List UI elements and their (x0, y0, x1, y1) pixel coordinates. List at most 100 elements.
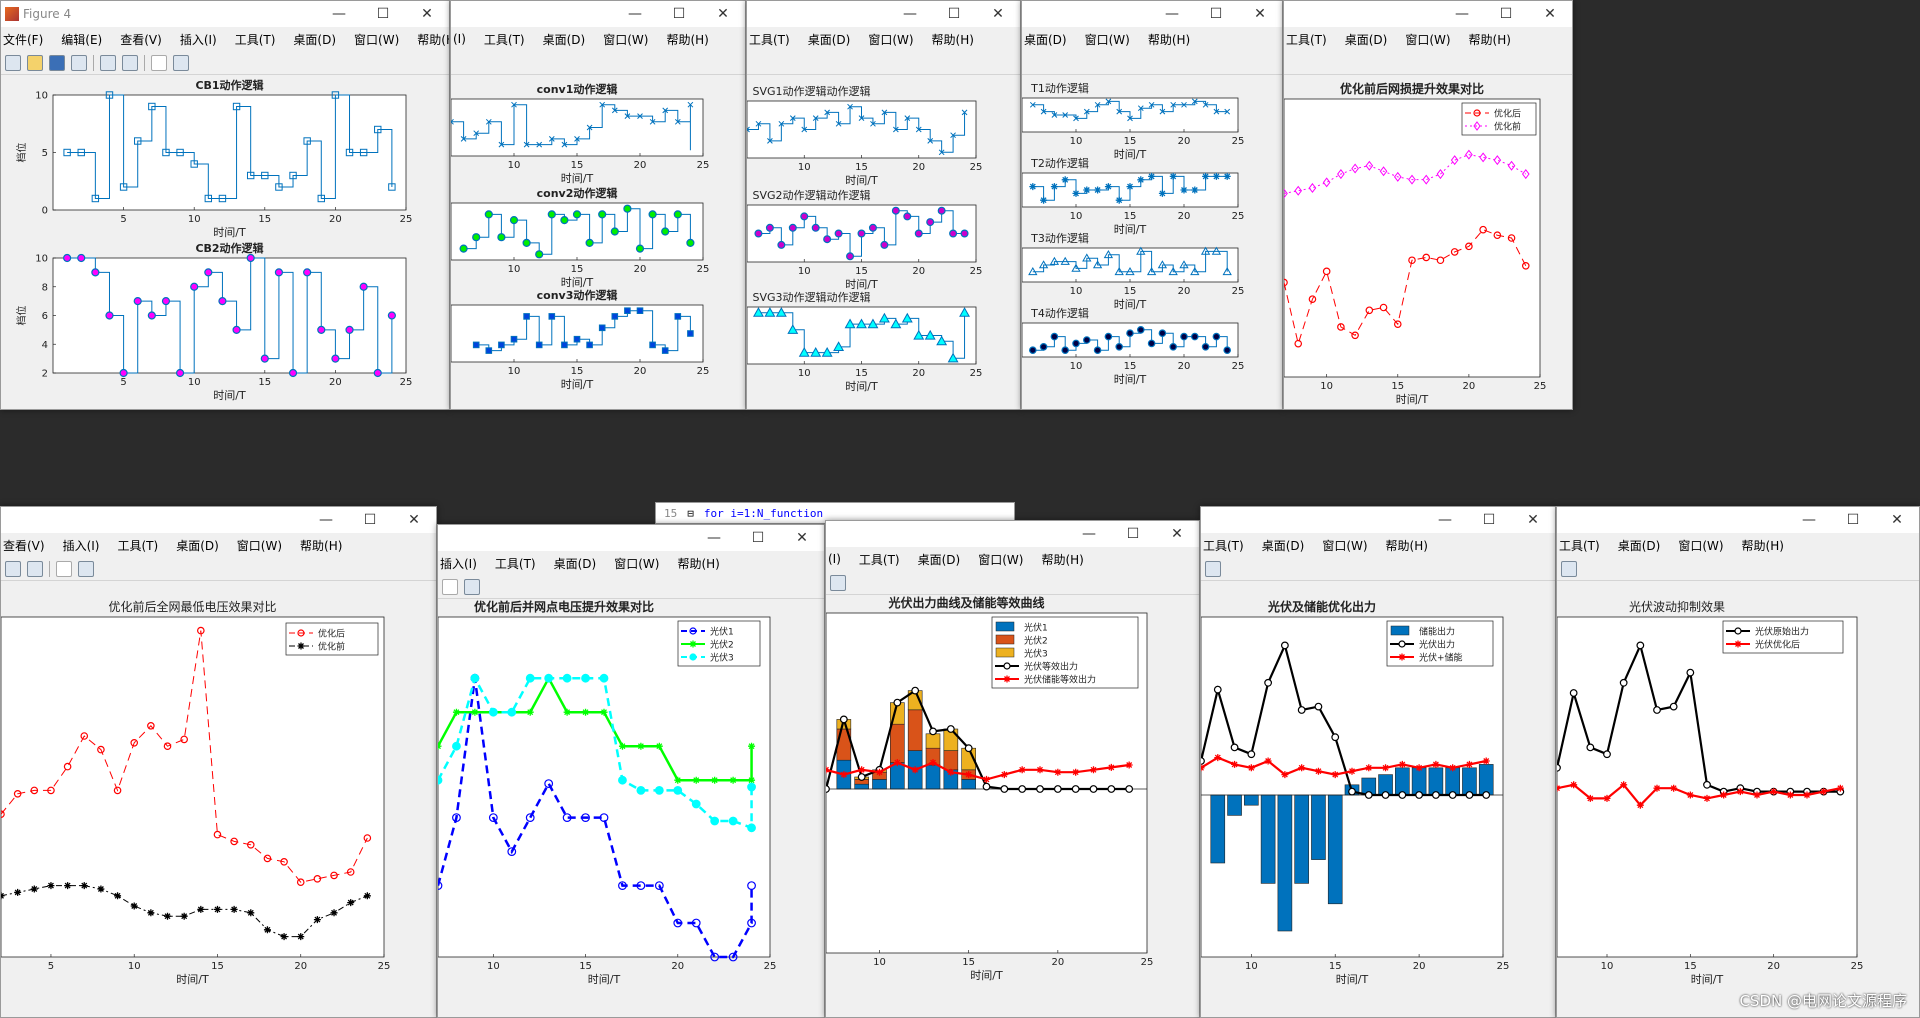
menu-window[interactable]: 窗口(W) (978, 552, 1024, 567)
close-button[interactable]: ✕ (421, 6, 433, 22)
menu-tools[interactable]: 工具(T) (749, 32, 790, 47)
minimize-button[interactable]: — (903, 6, 917, 22)
minimize-button[interactable]: — (707, 530, 721, 546)
maximize-button[interactable]: ☐ (1846, 512, 1860, 528)
pointer-icon[interactable] (151, 54, 167, 71)
close-button[interactable]: ✕ (408, 512, 420, 528)
menu-help[interactable]: 帮助(H) (1041, 552, 1084, 567)
insert-legend-icon[interactable] (122, 54, 138, 71)
menu-desktop[interactable]: 桌面(D) (917, 552, 961, 567)
storage-titlebar[interactable]: — ☐ ✕ (1201, 507, 1555, 533)
pvcurve-titlebar[interactable]: — ☐ ✕ (826, 521, 1199, 547)
close-button[interactable]: ✕ (1254, 6, 1266, 22)
menu-desktop[interactable]: 桌面(D) (1261, 538, 1305, 553)
maximize-button[interactable]: ☐ (1126, 526, 1140, 542)
close-button[interactable]: ✕ (1171, 526, 1183, 542)
minv-window[interactable]: — ☐ ✕ 查看(V) 插入(I) 工具(T) 桌面(D) 窗口(W) 帮助(H… (0, 506, 437, 1018)
menu-window[interactable]: 窗口(W) (614, 556, 660, 571)
minimize-button[interactable]: — (332, 6, 346, 22)
menu-edit[interactable]: 编辑(E) (61, 32, 103, 47)
close-button[interactable]: ✕ (796, 530, 808, 546)
menu-window[interactable]: 窗口(W) (1322, 538, 1368, 553)
property-editor-icon[interactable] (830, 574, 846, 591)
maximize-button[interactable]: ☐ (1482, 512, 1496, 528)
menu-tools[interactable]: 工具(T) (117, 538, 159, 553)
property-editor-icon[interactable] (1205, 560, 1221, 577)
menu-window[interactable]: 窗口(W) (868, 32, 914, 47)
minimize-button[interactable]: — (319, 512, 333, 528)
menu-help[interactable]: 帮助(H) (931, 32, 974, 47)
property-editor-icon[interactable] (78, 560, 94, 577)
minimize-button[interactable]: — (1455, 6, 1469, 22)
menu-tools[interactable]: 工具(T) (1286, 32, 1327, 47)
minv-titlebar[interactable]: — ☐ ✕ (1, 507, 436, 533)
minimize-button[interactable]: — (1082, 526, 1096, 542)
menu-window[interactable]: 窗口(W) (603, 32, 649, 47)
close-button[interactable]: ✕ (1544, 6, 1556, 22)
maximize-button[interactable]: ☐ (376, 6, 390, 22)
menu-help[interactable]: 帮助(H) (666, 32, 709, 47)
storage-window[interactable]: — ☐ ✕ 工具(T) 桌面(D) 窗口(W) 帮助(H) 光伏及储能优化出力 1… (1200, 506, 1556, 1018)
close-button[interactable]: ✕ (1527, 512, 1539, 528)
t-titlebar[interactable]: — ☐ ✕ (1022, 1, 1282, 27)
svg-titlebar[interactable]: — ☐ ✕ (747, 1, 1020, 27)
maximize-button[interactable]: ☐ (751, 530, 765, 546)
menu-insert[interactable]: 插入(I) (179, 32, 217, 47)
menu-desktop[interactable]: 桌面(D) (1344, 32, 1388, 47)
menu-help[interactable]: 帮助(H) (1385, 538, 1428, 553)
menu-help[interactable]: 帮助(H) (300, 538, 343, 553)
menu-tools[interactable]: 工具(T) (483, 32, 525, 47)
conv-titlebar[interactable]: — ☐ ✕ (451, 1, 745, 27)
close-button[interactable]: ✕ (1891, 512, 1903, 528)
loss-titlebar[interactable]: — ☐ ✕ (1284, 1, 1572, 27)
property-editor-icon[interactable] (173, 54, 189, 71)
menu-insert[interactable]: (I) (828, 552, 841, 566)
pvcurve-window[interactable]: — ☐ ✕ (I) 工具(T) 桌面(D) 窗口(W) 帮助(H) 光伏出力曲线… (825, 520, 1200, 1018)
menu-help[interactable]: 帮助(H) (1468, 32, 1511, 47)
maximize-button[interactable]: ☐ (1209, 6, 1223, 22)
menu-desktop[interactable]: 桌面(D) (1024, 32, 1067, 47)
fluct-titlebar[interactable]: — ☐ ✕ (1557, 507, 1919, 533)
menu-help[interactable]: 帮助(H) (1147, 32, 1191, 47)
link-plot-icon[interactable] (100, 54, 116, 71)
menu-view[interactable]: 查看(V) (3, 538, 45, 553)
fold-icon[interactable]: ⊟ (687, 506, 694, 520)
minimize-button[interactable]: — (628, 6, 642, 22)
menu-window[interactable]: 窗口(W) (236, 538, 283, 553)
new-figure-icon[interactable] (5, 54, 21, 71)
close-button[interactable]: ✕ (717, 6, 729, 22)
menu-help[interactable]: 帮助(H) (1741, 538, 1784, 553)
menu-window[interactable]: 窗口(W) (1084, 32, 1130, 47)
maximize-button[interactable]: ☐ (947, 6, 961, 22)
t-window[interactable]: — ☐ ✕ 桌面(D) 窗口(W) 帮助(H) T1动作逻辑 10 15 20 25 时间… (1021, 0, 1283, 410)
pointer-icon[interactable] (442, 578, 458, 595)
menu-insert[interactable]: (I) (453, 32, 466, 46)
code-line[interactable]: for i=1:N_function (703, 506, 824, 520)
menu-help[interactable]: 帮助(H) (417, 32, 449, 47)
save-icon[interactable] (49, 54, 65, 71)
menu-tools[interactable]: 工具(T) (234, 32, 276, 47)
maximize-button[interactable]: ☐ (1499, 6, 1513, 22)
close-button[interactable]: ✕ (992, 6, 1004, 22)
pointer-icon[interactable] (56, 560, 72, 577)
open-folder-icon[interactable] (27, 54, 43, 71)
property-editor-icon[interactable] (464, 578, 480, 595)
figure4-window[interactable]: Figure 4 — ☐ ✕ 文件(F) 编辑(E) 查看(V) 插入(I) 工… (0, 0, 450, 410)
conv-window[interactable]: — ☐ ✕ (I) 工具(T) 桌面(D) 窗口(W) 帮助(H) conv1动… (450, 0, 746, 410)
pcc-window[interactable]: — ☐ ✕ 插入(I) 工具(T) 桌面(D) 窗口(W) 帮助(H) 优化前后… (437, 524, 825, 1018)
menu-window[interactable]: 窗口(W) (354, 32, 400, 47)
menu-window[interactable]: 窗口(W) (1678, 538, 1724, 553)
menu-desktop[interactable]: 桌面(D) (807, 32, 851, 47)
pcc-titlebar[interactable]: — ☐ ✕ (438, 525, 824, 551)
link-plot-icon[interactable] (5, 560, 21, 577)
property-editor-icon[interactable] (1561, 560, 1577, 577)
minimize-button[interactable]: — (1802, 512, 1816, 528)
maximize-button[interactable]: ☐ (363, 512, 377, 528)
menu-desktop[interactable]: 桌面(D) (293, 32, 337, 47)
svg-window[interactable]: — ☐ ✕ 工具(T) 桌面(D) 窗口(W) 帮助(H) SVG1动作逻辑动作… (746, 0, 1021, 410)
maximize-button[interactable]: ☐ (672, 6, 686, 22)
menu-tools[interactable]: 工具(T) (494, 556, 536, 571)
menu-desktop[interactable]: 桌面(D) (553, 556, 597, 571)
figure4-titlebar[interactable]: Figure 4 — ☐ ✕ (1, 1, 449, 27)
minimize-button[interactable]: — (1438, 512, 1452, 528)
